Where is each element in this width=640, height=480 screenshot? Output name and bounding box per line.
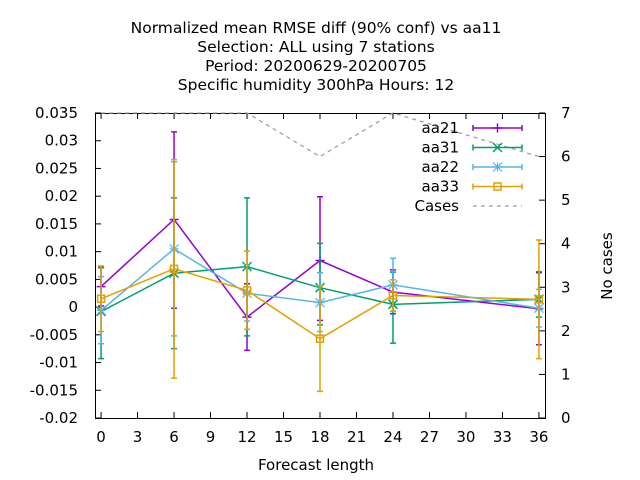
- data-point: [534, 295, 544, 304]
- y2-tick-label: 3: [561, 278, 571, 296]
- y-tick-label: 0.025: [35, 159, 78, 177]
- title-line-2: Selection: ALL using 7 stations: [197, 38, 434, 56]
- chart-title: Normalized mean RMSE diff (90% conf) vs …: [131, 19, 502, 94]
- title-line-4: Specific humidity 300hPa Hours: 12: [178, 76, 454, 94]
- legend-label: aa31: [422, 139, 459, 157]
- title-line-3: Period: 20200629-20200705: [205, 57, 427, 75]
- y-tick-label: -0.015: [30, 381, 78, 399]
- legend-marker: [492, 142, 503, 153]
- legend-item-aa33: aa33: [422, 178, 523, 196]
- x-tick-label: 18: [310, 428, 329, 446]
- x-axis-label: Forecast length: [258, 456, 374, 474]
- y-tick-label: -0.005: [30, 326, 78, 344]
- data-series: [96, 131, 544, 393]
- data-point: [388, 291, 398, 300]
- legend-item-cases: Cases: [414, 197, 522, 215]
- x-tick-label: 3: [133, 428, 143, 446]
- legend-label: aa33: [422, 178, 459, 196]
- error-bar: [317, 285, 323, 393]
- y-tick-label: 0.03: [45, 132, 78, 150]
- x-tick-label: 33: [493, 428, 512, 446]
- legend-label: Cases: [414, 197, 459, 215]
- y-tick-label: 0.01: [45, 243, 78, 261]
- y2-axis-label: No cases: [598, 232, 616, 300]
- legend-marker: [493, 123, 502, 133]
- legend-item-aa22: aa22: [422, 158, 523, 176]
- y2-tick-label: 4: [561, 235, 571, 253]
- y-tick-label: 0.005: [35, 270, 78, 288]
- series-line: [100, 268, 539, 340]
- legend-item-aa21: aa21: [422, 119, 523, 137]
- y2-tick-label: 1: [561, 365, 571, 383]
- legend-marker: [493, 182, 502, 191]
- x-tick-label: 30: [456, 428, 475, 446]
- legend-swatch: [472, 183, 523, 190]
- x-tick-label: 12: [237, 428, 256, 446]
- y2-tick-label: 0: [561, 409, 571, 427]
- data-point: [242, 286, 252, 295]
- y2-tick-label: 7: [561, 104, 571, 122]
- x-tick-label: 6: [169, 428, 179, 446]
- x-tick-label: 36: [529, 428, 548, 446]
- y-tick-label: 0.035: [35, 104, 78, 122]
- y2-tick-label: 6: [561, 148, 571, 166]
- y2-tick-label: 5: [561, 191, 571, 209]
- data-point: [96, 294, 106, 304]
- title-line-1: Normalized mean RMSE diff (90% conf) vs …: [131, 19, 502, 37]
- error-bar: [244, 250, 251, 331]
- series-line: [100, 265, 539, 313]
- legend-marker: [492, 162, 503, 172]
- y-tick-label: 0: [68, 298, 78, 316]
- axis-ticks: 0 3 6 9 12 15 18 21 24 27 30 33 360.0350.030.0250.02…: [30, 104, 571, 446]
- error-bar: [171, 158, 178, 379]
- x-tick-label: 15: [274, 428, 293, 446]
- series-aa33: [96, 158, 544, 393]
- x-tick-label: 21: [347, 428, 366, 446]
- x-tick-label: 24: [383, 428, 402, 446]
- y-tick-label: -0.01: [39, 354, 78, 372]
- error-bar: [389, 279, 396, 312]
- y-tick-label: -0.02: [39, 409, 78, 427]
- error-bar: [98, 265, 105, 333]
- y-tick-label: 0.015: [35, 215, 78, 233]
- legend-label: aa21: [422, 119, 459, 137]
- error-bar: [535, 239, 542, 360]
- series-line: [100, 218, 540, 319]
- series-line: [100, 247, 540, 311]
- x-tick-label: 27: [420, 428, 439, 446]
- y2-tick-label: 2: [561, 322, 571, 340]
- legend-label: aa22: [422, 158, 459, 176]
- data-point: [315, 334, 325, 343]
- y-tick-label: 0.02: [45, 187, 78, 205]
- x-tick-label: 0: [96, 428, 106, 446]
- data-point: [169, 264, 179, 274]
- x-tick-label: 9: [206, 428, 216, 446]
- legend-item-aa31: aa31: [422, 139, 523, 157]
